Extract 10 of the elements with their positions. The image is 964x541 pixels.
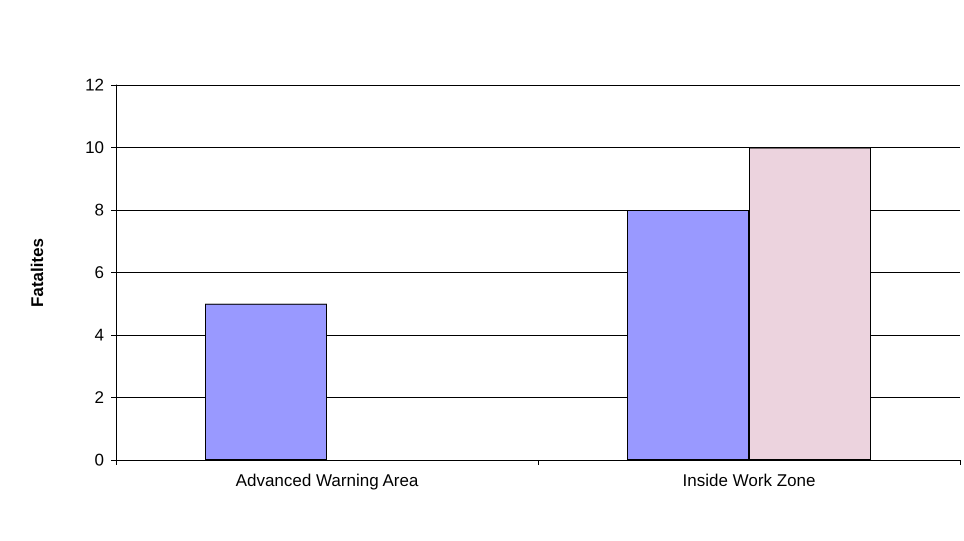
x-tick-label: Advanced Warning Area bbox=[236, 471, 419, 490]
y-tick-label: 10 bbox=[85, 138, 104, 157]
y-tick-label: 4 bbox=[94, 326, 104, 344]
y-tick-label: 0 bbox=[94, 450, 104, 470]
y-tick-label: 6 bbox=[94, 263, 104, 282]
y-tick-label: 12 bbox=[85, 76, 104, 94]
y-axis-title: Fatalites bbox=[28, 238, 47, 307]
x-tick-label: Inside Work Zone bbox=[682, 471, 816, 490]
y-tick-label: 8 bbox=[94, 200, 104, 220]
y-tick-label: 2 bbox=[94, 388, 104, 407]
